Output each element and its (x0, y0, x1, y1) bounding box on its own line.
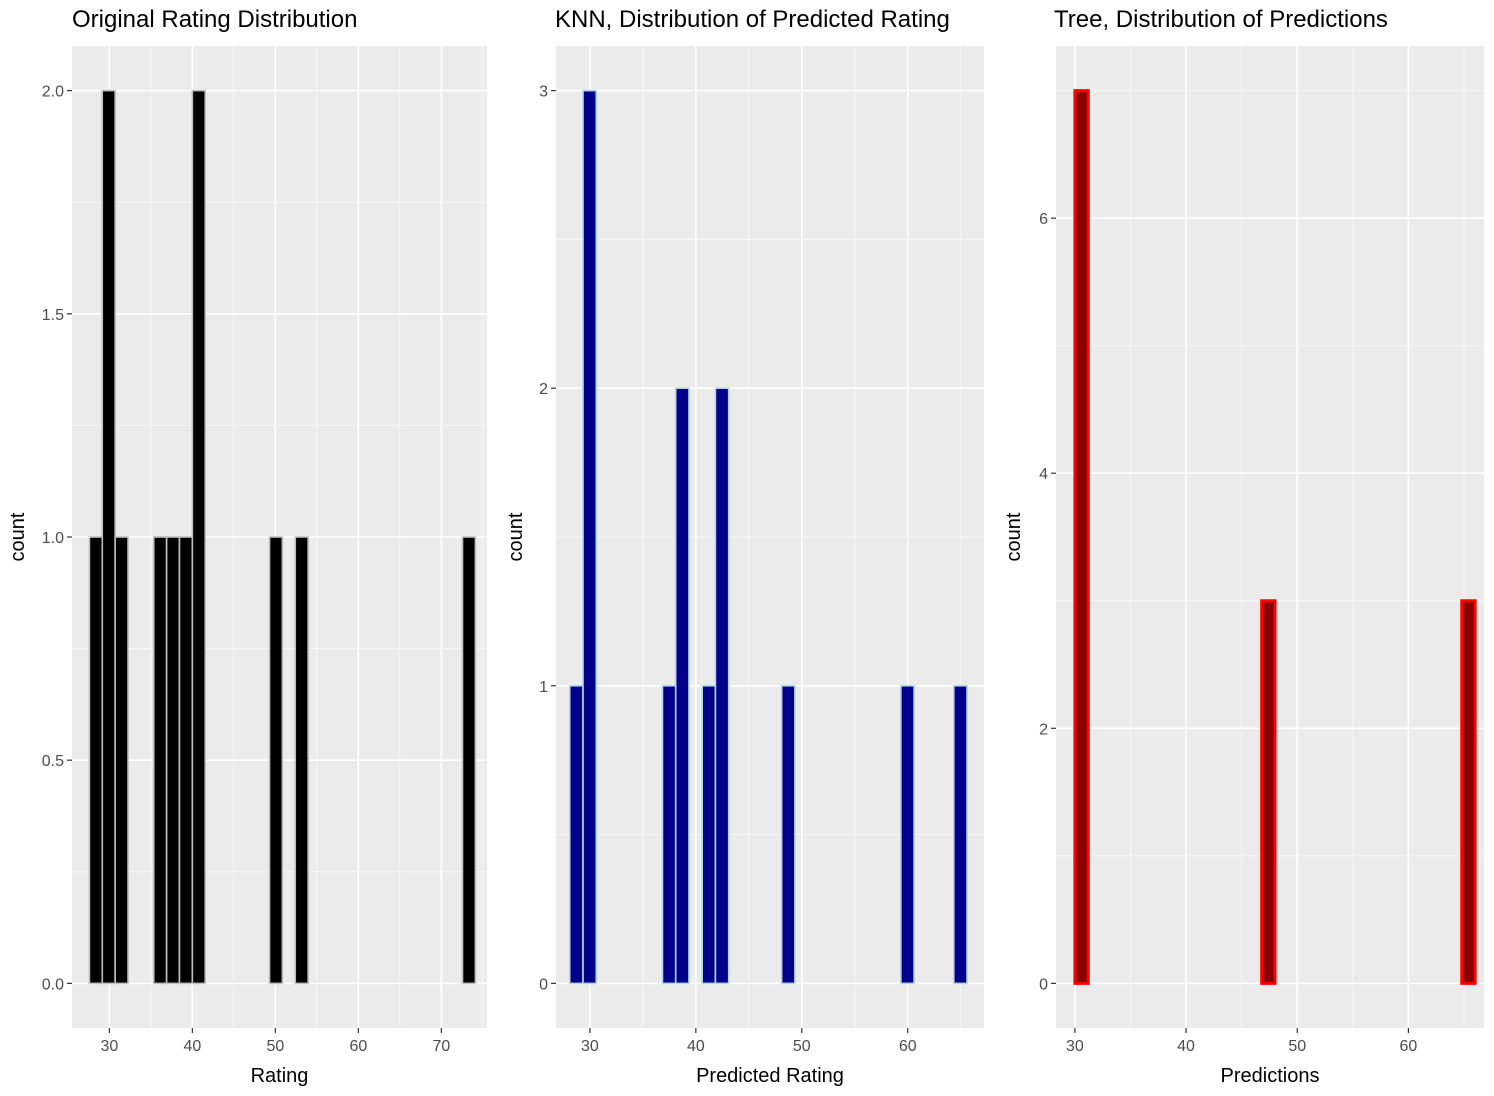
x-tick-label: 40 (1177, 1038, 1195, 1055)
histogram-bar (294, 536, 309, 985)
y-tick-label: 4 (1039, 466, 1048, 483)
x-tick-label: 40 (687, 1038, 705, 1055)
histogram-bar (101, 89, 116, 985)
y-axis-title: count (1003, 512, 1025, 561)
chart-title: KNN, Distribution of Predicted Rating (555, 6, 950, 33)
y-tick-label: 0 (1039, 976, 1048, 993)
x-axis-title: Predictions (1221, 1065, 1320, 1087)
x-tick-label: 30 (581, 1038, 599, 1055)
histogram-bar (268, 536, 284, 985)
y-tick-label: 1 (539, 679, 548, 696)
histogram-knn: 30 40 50 60 0 1 2 3 Predicted Rating count (505, 46, 984, 1087)
histogram-bar (701, 684, 717, 985)
histogram-bar (1260, 599, 1277, 985)
histogram-bar (1460, 599, 1477, 985)
histogram-bar (661, 684, 677, 985)
x-tick-label: 60 (1400, 1038, 1418, 1055)
histogram-bar (900, 684, 915, 985)
histogram-bar (152, 536, 168, 985)
histogram-bar (953, 684, 968, 985)
y-tick-label: 0 (539, 976, 548, 993)
chart-panel-original: Original Rating Distribution 30 40 50 60 70 0… (0, 0, 498, 1096)
histogram-original: 30 40 50 60 70 0.0 0.5 1.0 1.5 2.0 Rating count (7, 46, 487, 1087)
histogram-bar (191, 89, 207, 985)
histogram-bar (88, 536, 104, 985)
y-tick-label: 0.5 (42, 753, 64, 770)
x-axis-title: Rating (251, 1065, 309, 1087)
y-tick-label: 6 (1039, 211, 1048, 228)
chart-panel-knn: KNN, Distribution of Predicted Rating 30… (498, 0, 996, 1096)
histogram-bar (114, 536, 129, 985)
y-axis-title: count (7, 512, 29, 561)
x-tick-label: 50 (1288, 1038, 1306, 1055)
chart-title: Tree, Distribution of Predictions (1054, 6, 1388, 33)
histogram-bar (674, 387, 690, 985)
y-tick-label: 1.5 (42, 307, 64, 324)
y-tick-label: 2.0 (42, 84, 64, 101)
x-tick-label: 50 (793, 1038, 811, 1055)
y-tick-label: 2 (1039, 721, 1048, 738)
y-tick-label: 2 (539, 381, 548, 398)
y-tick-label: 0.0 (42, 976, 64, 993)
x-tick-label: 40 (183, 1038, 201, 1055)
x-tick-label: 60 (899, 1038, 917, 1055)
histogram-bar (165, 536, 181, 985)
chart-panel-tree: Tree, Distribution of Predictions 30 40 50… (996, 0, 1494, 1096)
x-tick-label: 70 (432, 1038, 450, 1055)
histogram-tree: 30 40 50 60 0 2 4 6 Predictions count (1003, 46, 1484, 1087)
y-tick-label: 1.0 (42, 530, 64, 547)
x-tick-label: 60 (349, 1038, 367, 1055)
y-axis-title: count (505, 512, 527, 561)
histogram-bar (568, 684, 584, 985)
histogram-bar (461, 536, 477, 985)
x-tick-label: 50 (266, 1038, 284, 1055)
x-tick-label: 30 (100, 1038, 118, 1055)
histogram-bar (582, 89, 598, 985)
y-tick-label: 3 (539, 84, 548, 101)
histogram-bar (1073, 89, 1090, 985)
histogram-bar (714, 387, 730, 985)
x-tick-label: 30 (1066, 1038, 1084, 1055)
x-axis-title: Predicted Rating (696, 1065, 844, 1087)
histogram-bar (178, 536, 194, 985)
histogram-bar (780, 684, 796, 985)
chart-title: Original Rating Distribution (72, 6, 358, 33)
